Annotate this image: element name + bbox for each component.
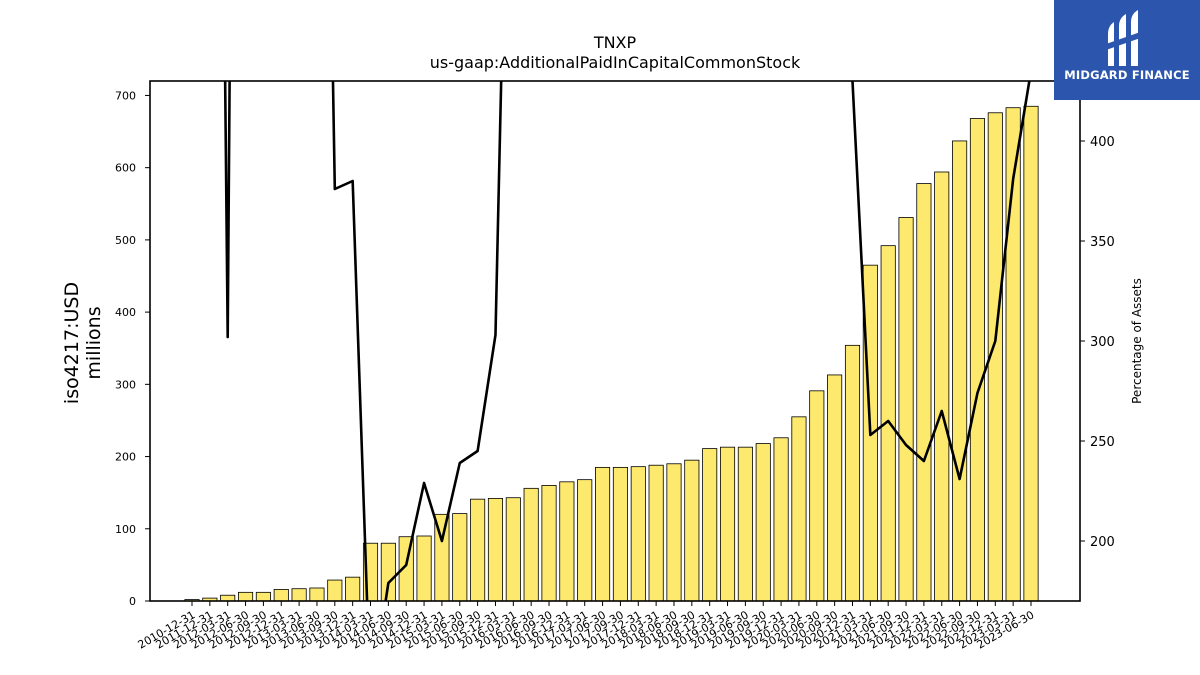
bar (541, 485, 557, 602)
bar (755, 443, 771, 602)
bar (470, 498, 486, 602)
y2-tick-label: 300 (1090, 335, 1115, 350)
y-tick-label: 0 (129, 595, 136, 608)
bar-series (184, 105, 1039, 602)
series-line (223, 81, 1031, 601)
y-axis-label: iso4217:USDmillions (61, 282, 105, 404)
y2-tick-label: 350 (1090, 235, 1115, 250)
bar (773, 437, 789, 602)
bar (612, 466, 628, 602)
bar (577, 479, 593, 602)
y-tick-label: 200 (115, 451, 136, 464)
y2-tick-label: 200 (1090, 535, 1115, 550)
bar (1023, 105, 1039, 602)
bar (523, 487, 539, 602)
bar (809, 390, 825, 602)
bar (702, 448, 718, 602)
bar (630, 466, 646, 602)
bar (220, 594, 236, 602)
bar (238, 591, 254, 602)
y2-axis-label: Percentage of Assets (1130, 278, 1144, 404)
chart-title: TNXP (593, 33, 637, 52)
x-axis: 2010-12-312011-12-312012-03-312012-06-30… (136, 601, 1037, 652)
chart-subtitle: us-gaap:AdditionalPaidInCapitalCommonSto… (430, 53, 801, 72)
logo-text: MIDGARD FINANCE (1064, 68, 1190, 82)
bar (719, 446, 736, 602)
bar (559, 481, 575, 602)
bar (327, 579, 343, 602)
bar (255, 591, 271, 602)
logo-mark-icon (1106, 10, 1146, 66)
brand-logo: MIDGARD FINANCE (1054, 0, 1200, 100)
y-tick-label: 400 (115, 306, 136, 319)
y-tick-label: 500 (115, 234, 136, 247)
bar (969, 118, 985, 602)
bar (648, 464, 664, 602)
y-axis-right: 200 250 300 350 400 (1080, 135, 1115, 550)
bar (487, 498, 504, 602)
y-axis-left: 0 100 200 300 400 500 600 700 (115, 89, 150, 608)
bar (505, 497, 521, 602)
y2-tick-label: 250 (1090, 435, 1115, 450)
bar (666, 463, 682, 602)
bar (827, 374, 843, 602)
bar (952, 140, 968, 602)
y-axis-label-line: millions (83, 306, 105, 379)
bar (791, 416, 807, 602)
y-tick-label: 100 (115, 523, 136, 536)
bar (291, 588, 307, 602)
bar (380, 542, 396, 602)
y2-tick-label: 400 (1090, 135, 1115, 150)
line-series (223, 81, 1031, 601)
bar (737, 446, 753, 602)
y-axis-label-line: iso4217:USD (61, 282, 83, 404)
y-tick-label: 600 (115, 162, 136, 175)
bar (416, 535, 432, 602)
bar (934, 171, 950, 602)
y-tick-label: 700 (115, 89, 136, 102)
bar (898, 217, 914, 602)
y-tick-label: 300 (115, 378, 136, 391)
bar (452, 513, 468, 602)
bar (684, 459, 700, 602)
bar (309, 587, 325, 602)
bar (345, 576, 361, 602)
bar (844, 344, 861, 602)
bar (595, 466, 611, 602)
bar (916, 183, 932, 602)
bar (273, 589, 289, 602)
